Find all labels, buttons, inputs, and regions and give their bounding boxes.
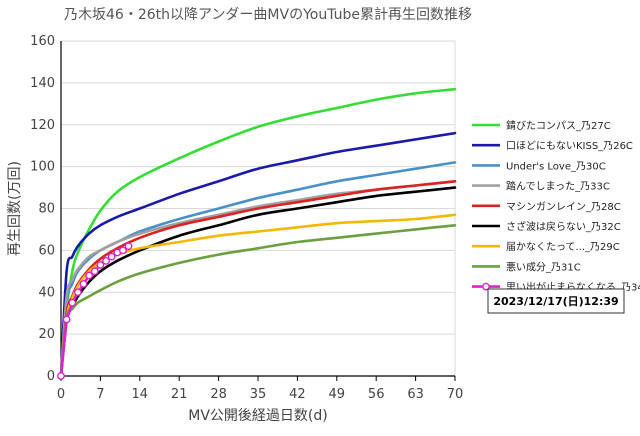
date-stamp-text: 2023/12/17(日)12:39 [493,295,618,308]
y-tick-label: 140 [30,76,55,91]
legend-label: さざ波は戻らない_乃32C [506,220,621,233]
axes: 0 20 40 60 80 100 120 140 160 0 7 14 21 28 35 42 49 56 63 7… [30,34,463,402]
y-tick-label: 20 [38,327,55,342]
series-point [102,256,110,265]
chart-title: 乃木坂46・26th以降アンダー曲MVのYouTube累計再生回数推移 [64,7,472,23]
series-point [68,298,77,307]
legend-marker [482,282,490,291]
legend-label: 届かなくたって..._乃29C [506,241,620,253]
legend-label: 口ほどにもないKISS_乃26C [506,140,633,152]
series-line [59,131,457,378]
y-tick-label: 40 [38,285,55,300]
date-stamp-box [487,288,625,314]
series-point [85,271,94,280]
series-point [90,267,99,276]
legend-label: 踏んでしまった_乃33C [506,180,610,193]
x-tick-label: 0 [57,387,65,402]
legend-label: Under's Love_乃30C [506,161,606,172]
x-tick-label: 21 [171,387,188,402]
series-point [79,279,88,288]
series-line [59,161,457,378]
y-tick-label: 160 [30,34,55,49]
x-tick-label: 42 [289,387,306,402]
y-tick-label: 120 [30,118,55,133]
legend-label: マシンガンレイン_乃28C [506,201,621,213]
series-point [96,261,105,269]
y-tick-label: 0 [47,369,55,384]
x-tick-label: 14 [132,387,149,402]
x-tick-label: 7 [96,387,104,402]
y-axis-title: 再生回数(万回) [7,161,23,256]
x-tick-label: 56 [368,387,385,402]
series-point [62,315,71,324]
series-lines [57,87,457,380]
y-tick-label: 80 [38,202,55,217]
series-point [119,246,127,255]
series-line [59,87,457,378]
legend-label: 悪い成分_乃31C [506,261,581,273]
x-tick-label: 28 [210,387,227,402]
x-tick-label: 63 [407,387,424,402]
x-tick-label: 70 [447,387,464,402]
y-tick-label: 100 [30,160,55,175]
x-tick-label: 49 [329,387,346,402]
x-tick-label: 35 [250,387,267,402]
series-point [107,252,116,261]
series-point [73,288,82,297]
x-axis-title: MV公開後経過日数(d) [188,408,327,424]
y-tick-label: 60 [38,243,55,258]
series-point [57,372,65,380]
date-stamp: 2023/12/17(日)12:39 [487,288,625,314]
legend-label: 錆びたコンパス_乃27C [506,119,611,132]
series-point [124,242,133,251]
